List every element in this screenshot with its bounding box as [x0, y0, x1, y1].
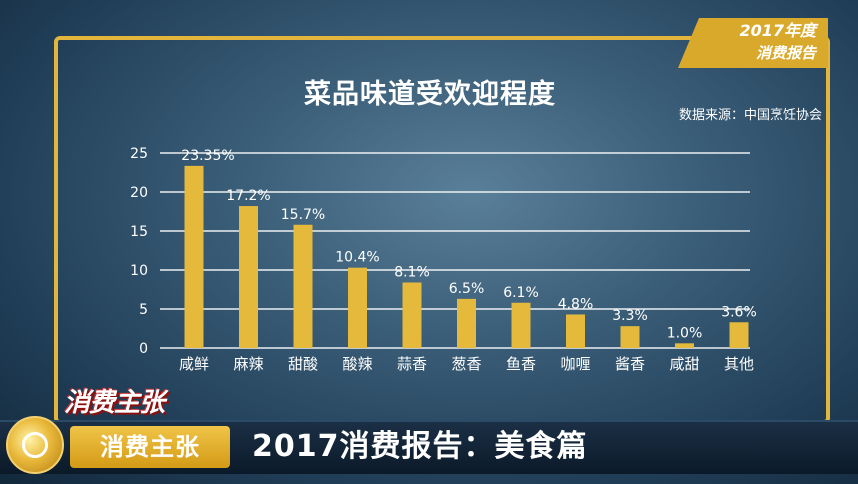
show-name-tag: 消费主张: [70, 426, 230, 468]
channel-logo-icon: [6, 416, 64, 474]
y-tick-label: 0: [139, 341, 148, 357]
bar-11: [729, 322, 749, 348]
y-tick-label: 10: [130, 263, 148, 279]
y-tick-label: 15: [130, 224, 148, 240]
category-label-10: 咸甜: [669, 355, 699, 373]
data-label-7: 6.1%: [503, 285, 539, 301]
bar-6: [457, 298, 476, 348]
bar-3: [293, 224, 313, 348]
category-label-4: 酸辣: [342, 355, 372, 373]
data-label-9: 3.3%: [612, 308, 648, 324]
category-label-5: 蒜香: [397, 355, 427, 373]
y-tick-label: 25: [130, 146, 148, 162]
data-labels: 23.35% 17.2% 15.7% 10.4% 8.1% 6.5% 6.1% 4.8% 3.3…: [181, 148, 756, 341]
data-label-8: 4.8%: [558, 296, 594, 312]
category-label-7: 鱼香: [506, 355, 536, 373]
episode-headline: 2017消费报告：美食篇: [252, 429, 588, 464]
data-label-3: 15.7%: [281, 207, 325, 223]
category-label-9: 酱香: [615, 355, 645, 373]
bar-2: [239, 206, 258, 348]
bar-9: [620, 326, 640, 348]
bar-8: [566, 314, 585, 348]
y-tick-label: 20: [130, 185, 148, 201]
data-label-6: 6.5%: [449, 281, 485, 297]
category-label-3: 甜酸: [288, 355, 318, 373]
y-axis-ticks: 0 5 10 15 20 25: [130, 146, 148, 357]
category-label-11: 其他: [724, 355, 754, 373]
badge-year-text: 2017年度: [739, 21, 816, 40]
data-label-4: 10.4%: [335, 250, 379, 266]
category-label-2: 麻辣: [233, 355, 263, 373]
data-label-2: 17.2%: [226, 188, 270, 204]
bar-4: [348, 267, 367, 348]
bar-1: [184, 165, 204, 348]
y-tick-label: 5: [139, 302, 148, 318]
report-year-badge: 2017年度 消费报告: [678, 18, 828, 68]
category-label-8: 咖喱: [560, 355, 590, 373]
bar-7: [511, 302, 531, 348]
chart-title: 菜品味道受欢迎程度: [304, 79, 556, 110]
data-source-note: 数据来源：中国烹饪协会: [678, 108, 822, 123]
data-label-1: 23.35%: [181, 148, 234, 164]
badge-report-text: 消费报告: [755, 44, 816, 62]
data-label-5: 8.1%: [394, 264, 430, 280]
data-label-11: 3.6%: [721, 304, 757, 320]
show-logo-watermark: 消费主张: [64, 388, 165, 418]
category-label-1: 咸鲜: [179, 355, 209, 373]
bar-10: [675, 343, 694, 348]
data-label-10: 1.0%: [667, 325, 703, 341]
gridlines: [160, 152, 750, 349]
bars: [184, 165, 749, 348]
category-label-6: 葱香: [451, 355, 481, 373]
category-labels: 咸鲜 麻辣 甜酸 酸辣 蒜香 葱香 鱼香 咖喱 酱香 咸甜 其他: [179, 355, 754, 373]
bar-5: [402, 282, 422, 348]
